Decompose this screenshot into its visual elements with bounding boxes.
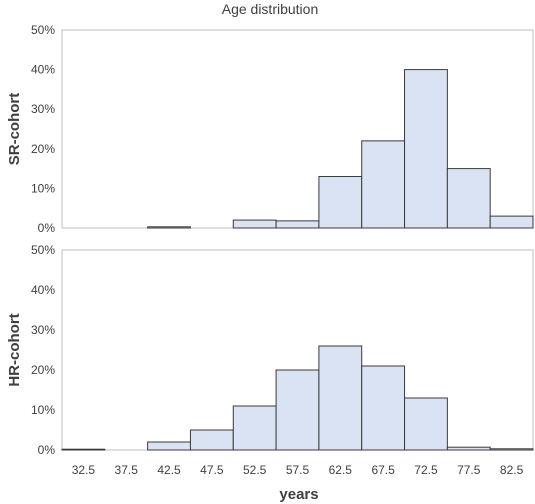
histogram-bar xyxy=(318,176,363,229)
x-tick-labels: 32.5 37.5 42.5 47.5 52.5 57.5 62.5 67.5 72.5 77.5… xyxy=(72,463,524,477)
y-ticks-sr: 0% 10% 20% 30% 40% 50% xyxy=(31,23,55,235)
x-tick-label: 37.5 xyxy=(115,463,139,477)
histogram-bar xyxy=(404,397,448,451)
x-tick-label: 42.5 xyxy=(157,463,181,477)
histogram-bar xyxy=(232,219,277,229)
histogram-bar xyxy=(275,369,320,451)
histogram-bar xyxy=(361,365,406,451)
y-tick-label: 40% xyxy=(31,283,55,297)
histogram-bar xyxy=(361,140,406,229)
x-tick-label: 57.5 xyxy=(286,463,310,477)
bars-hr xyxy=(61,345,534,451)
histogram-bar xyxy=(189,429,234,451)
bars-sr xyxy=(147,69,534,229)
histogram-bar xyxy=(446,446,491,451)
histogram-bar xyxy=(147,441,191,451)
y-tick-label: 0% xyxy=(38,221,56,235)
x-axis-label: years xyxy=(279,486,318,503)
x-tick-label: 72.5 xyxy=(414,463,438,477)
y-axis-label-sr: SR-cohort xyxy=(6,93,23,166)
histogram-bar xyxy=(489,448,534,451)
y-ticks-hr: 0% 10% 20% 30% 40% 50% xyxy=(31,243,55,457)
y-tick-label: 10% xyxy=(31,181,55,195)
y-tick-label: 20% xyxy=(31,363,55,377)
x-tick-label: 52.5 xyxy=(243,463,267,477)
histogram-bar xyxy=(489,215,534,229)
x-tick-label: 67.5 xyxy=(371,463,395,477)
histogram-bar xyxy=(404,69,448,229)
x-tick-label: 82.5 xyxy=(500,463,524,477)
histogram-bar xyxy=(232,405,277,451)
y-tick-label: 50% xyxy=(31,243,55,257)
histogram-bar xyxy=(61,448,106,451)
y-axis-label-hr: HR-cohort xyxy=(6,313,23,386)
y-tick-label: 40% xyxy=(31,63,55,77)
x-tick-label: 77.5 xyxy=(457,463,481,477)
x-tick-label: 47.5 xyxy=(200,463,224,477)
y-tick-label: 30% xyxy=(31,102,55,116)
y-tick-label: 30% xyxy=(31,323,55,337)
panel-sr-cohort: SR-cohort 0% 10% 20% 30% 40% 50% xyxy=(6,23,534,235)
y-tick-label: 20% xyxy=(31,142,55,156)
x-tick-label: 32.5 xyxy=(72,463,96,477)
chart-title: Age distribution xyxy=(222,1,319,17)
histogram-bar xyxy=(446,168,491,229)
y-tick-label: 0% xyxy=(38,443,56,457)
histogram-bar xyxy=(275,220,320,229)
y-tick-label: 10% xyxy=(31,403,55,417)
x-tick-label: 62.5 xyxy=(329,463,353,477)
histogram-bar xyxy=(147,226,191,229)
histogram-bar xyxy=(318,345,363,451)
panel-hr-cohort: HR-cohort 0% 10% 20% 30% 40% 50% xyxy=(6,243,534,457)
y-tick-label: 50% xyxy=(31,23,55,37)
